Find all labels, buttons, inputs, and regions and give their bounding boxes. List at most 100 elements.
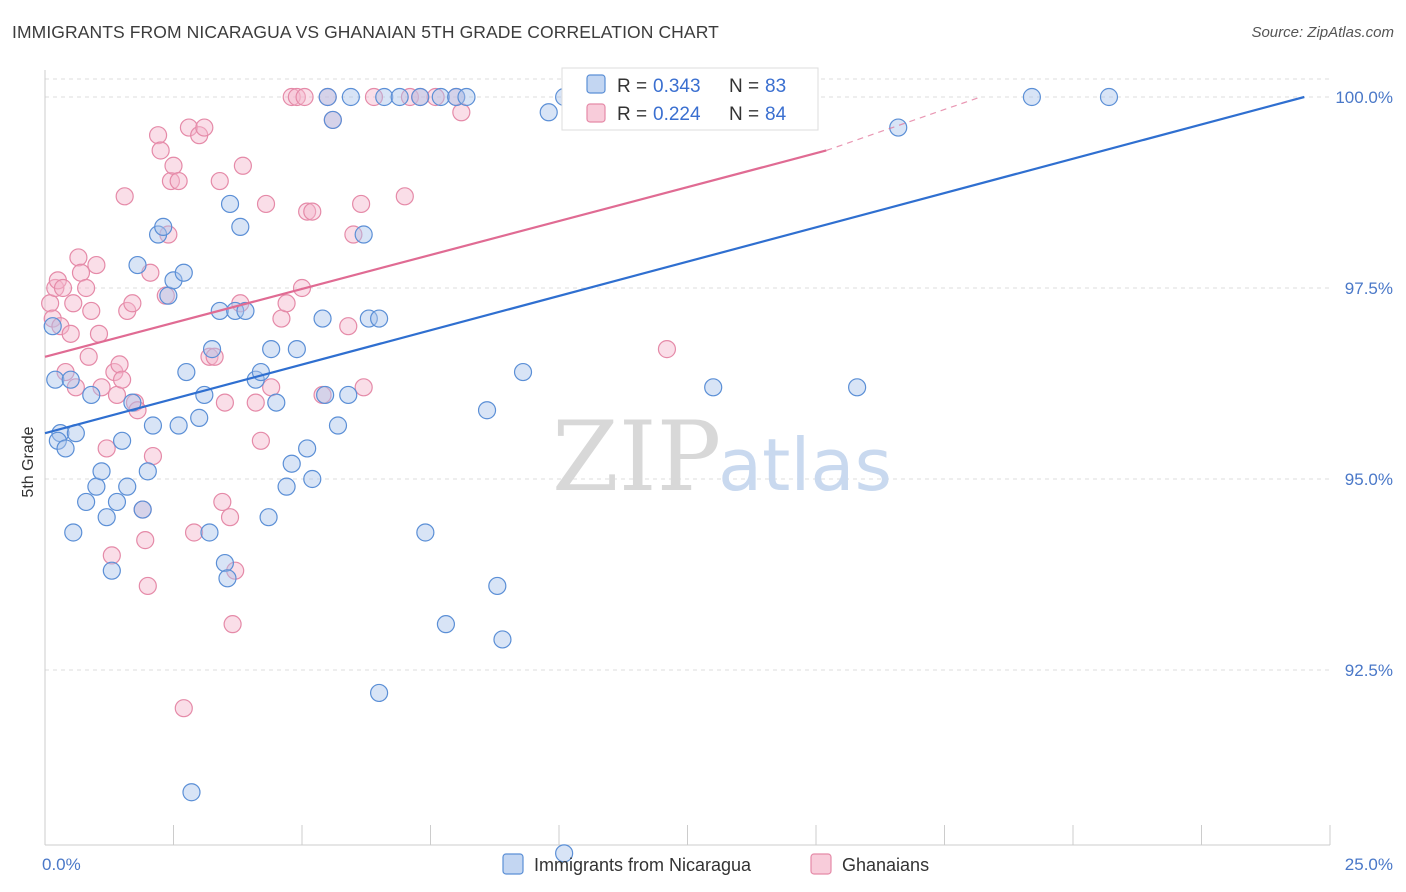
data-point	[233, 156, 252, 175]
data-point	[143, 416, 163, 435]
data-point	[298, 439, 317, 458]
data-point	[184, 523, 204, 542]
data-point	[77, 492, 96, 512]
data-point	[555, 844, 574, 863]
data-point	[107, 492, 127, 512]
data-point	[262, 378, 281, 397]
legend-r-value: 0.343	[653, 76, 701, 97]
data-point	[164, 271, 183, 290]
data-point	[107, 385, 127, 405]
trend-line-ghanaians	[44, 149, 827, 358]
data-point	[513, 362, 533, 382]
data-point	[71, 263, 91, 282]
data-point	[704, 378, 723, 397]
data-point	[179, 118, 199, 137]
data-point	[51, 317, 70, 336]
data-point	[848, 378, 867, 397]
data-point	[128, 255, 147, 275]
data-point	[61, 324, 80, 343]
data-point	[488, 576, 507, 596]
data-point	[151, 141, 170, 160]
data-point	[246, 393, 265, 412]
data-point	[154, 217, 173, 236]
data-point	[493, 630, 512, 649]
data-point	[82, 301, 101, 321]
data-point	[87, 255, 106, 275]
legend-label-ghanaians: Ghanaians	[842, 855, 929, 875]
data-point	[97, 439, 116, 458]
data-point	[339, 385, 358, 405]
data-point	[202, 340, 222, 359]
data-point	[123, 393, 142, 412]
data-point	[218, 569, 237, 588]
data-point	[339, 317, 358, 336]
correlation-legend: R = 0.343 N = 83 R = 0.224 N = 84	[561, 67, 819, 131]
data-point	[41, 294, 60, 313]
y-tick-label: 95.0%	[1345, 470, 1393, 489]
data-point	[220, 194, 240, 214]
data-point	[223, 615, 242, 634]
data-point	[282, 87, 301, 107]
data-point	[316, 385, 335, 405]
data-point	[213, 492, 232, 512]
data-point	[118, 477, 137, 496]
trend-line-nicaragua	[44, 95, 1305, 435]
data-point	[539, 103, 558, 122]
data-point	[277, 294, 296, 313]
data-point	[231, 217, 250, 236]
data-point	[92, 378, 111, 397]
legend-r-label: R =	[617, 104, 647, 125]
data-point	[452, 103, 471, 122]
data-point	[344, 225, 363, 244]
data-point	[354, 378, 373, 397]
legend-swatch-ghanaians	[810, 853, 832, 875]
legend-n-label: N =	[729, 76, 759, 97]
watermark: ZIP atlas	[552, 401, 892, 513]
data-point	[200, 523, 219, 542]
data-point	[215, 393, 234, 412]
data-point	[447, 87, 466, 107]
chart-title: IMMIGRANTS FROM NICARAGUA VS GHANAIAN 5T…	[12, 22, 719, 42]
data-point	[220, 508, 240, 527]
data-point	[277, 477, 296, 496]
data-point	[190, 408, 209, 427]
y-tick-label: 97.5%	[1345, 279, 1393, 298]
data-point	[287, 87, 306, 107]
data-point	[43, 317, 62, 336]
data-point	[215, 553, 234, 573]
data-point	[313, 309, 332, 328]
data-point	[262, 340, 281, 359]
data-point	[889, 118, 908, 137]
data-point	[256, 194, 276, 214]
legend-swatch-pink	[586, 103, 606, 123]
legend-swatch-blue	[586, 74, 606, 94]
data-point	[1022, 87, 1041, 107]
data-point	[328, 416, 348, 435]
data-point	[64, 523, 83, 542]
trend-lines	[44, 95, 1305, 435]
data-point	[359, 309, 378, 328]
legend-n-value: 84	[765, 104, 787, 125]
data-point	[303, 469, 322, 489]
data-point	[69, 248, 88, 267]
data-point	[64, 294, 83, 313]
data-point	[46, 370, 65, 389]
data-point	[182, 783, 201, 802]
data-point	[112, 370, 132, 389]
data-point	[411, 87, 430, 107]
data-point	[143, 446, 163, 466]
legend-swatch-nicaragua	[502, 853, 524, 875]
data-point	[97, 508, 116, 527]
data-point	[354, 225, 373, 244]
data-point	[390, 87, 409, 107]
data-point	[251, 431, 270, 450]
data-point	[161, 171, 181, 191]
data-point	[195, 118, 214, 137]
legend-n-label: N =	[729, 104, 759, 125]
data-point	[287, 340, 306, 359]
data-point	[318, 87, 337, 107]
data-point	[236, 301, 255, 321]
data-point	[303, 202, 322, 221]
watermark-atlas: atlas	[718, 423, 892, 507]
